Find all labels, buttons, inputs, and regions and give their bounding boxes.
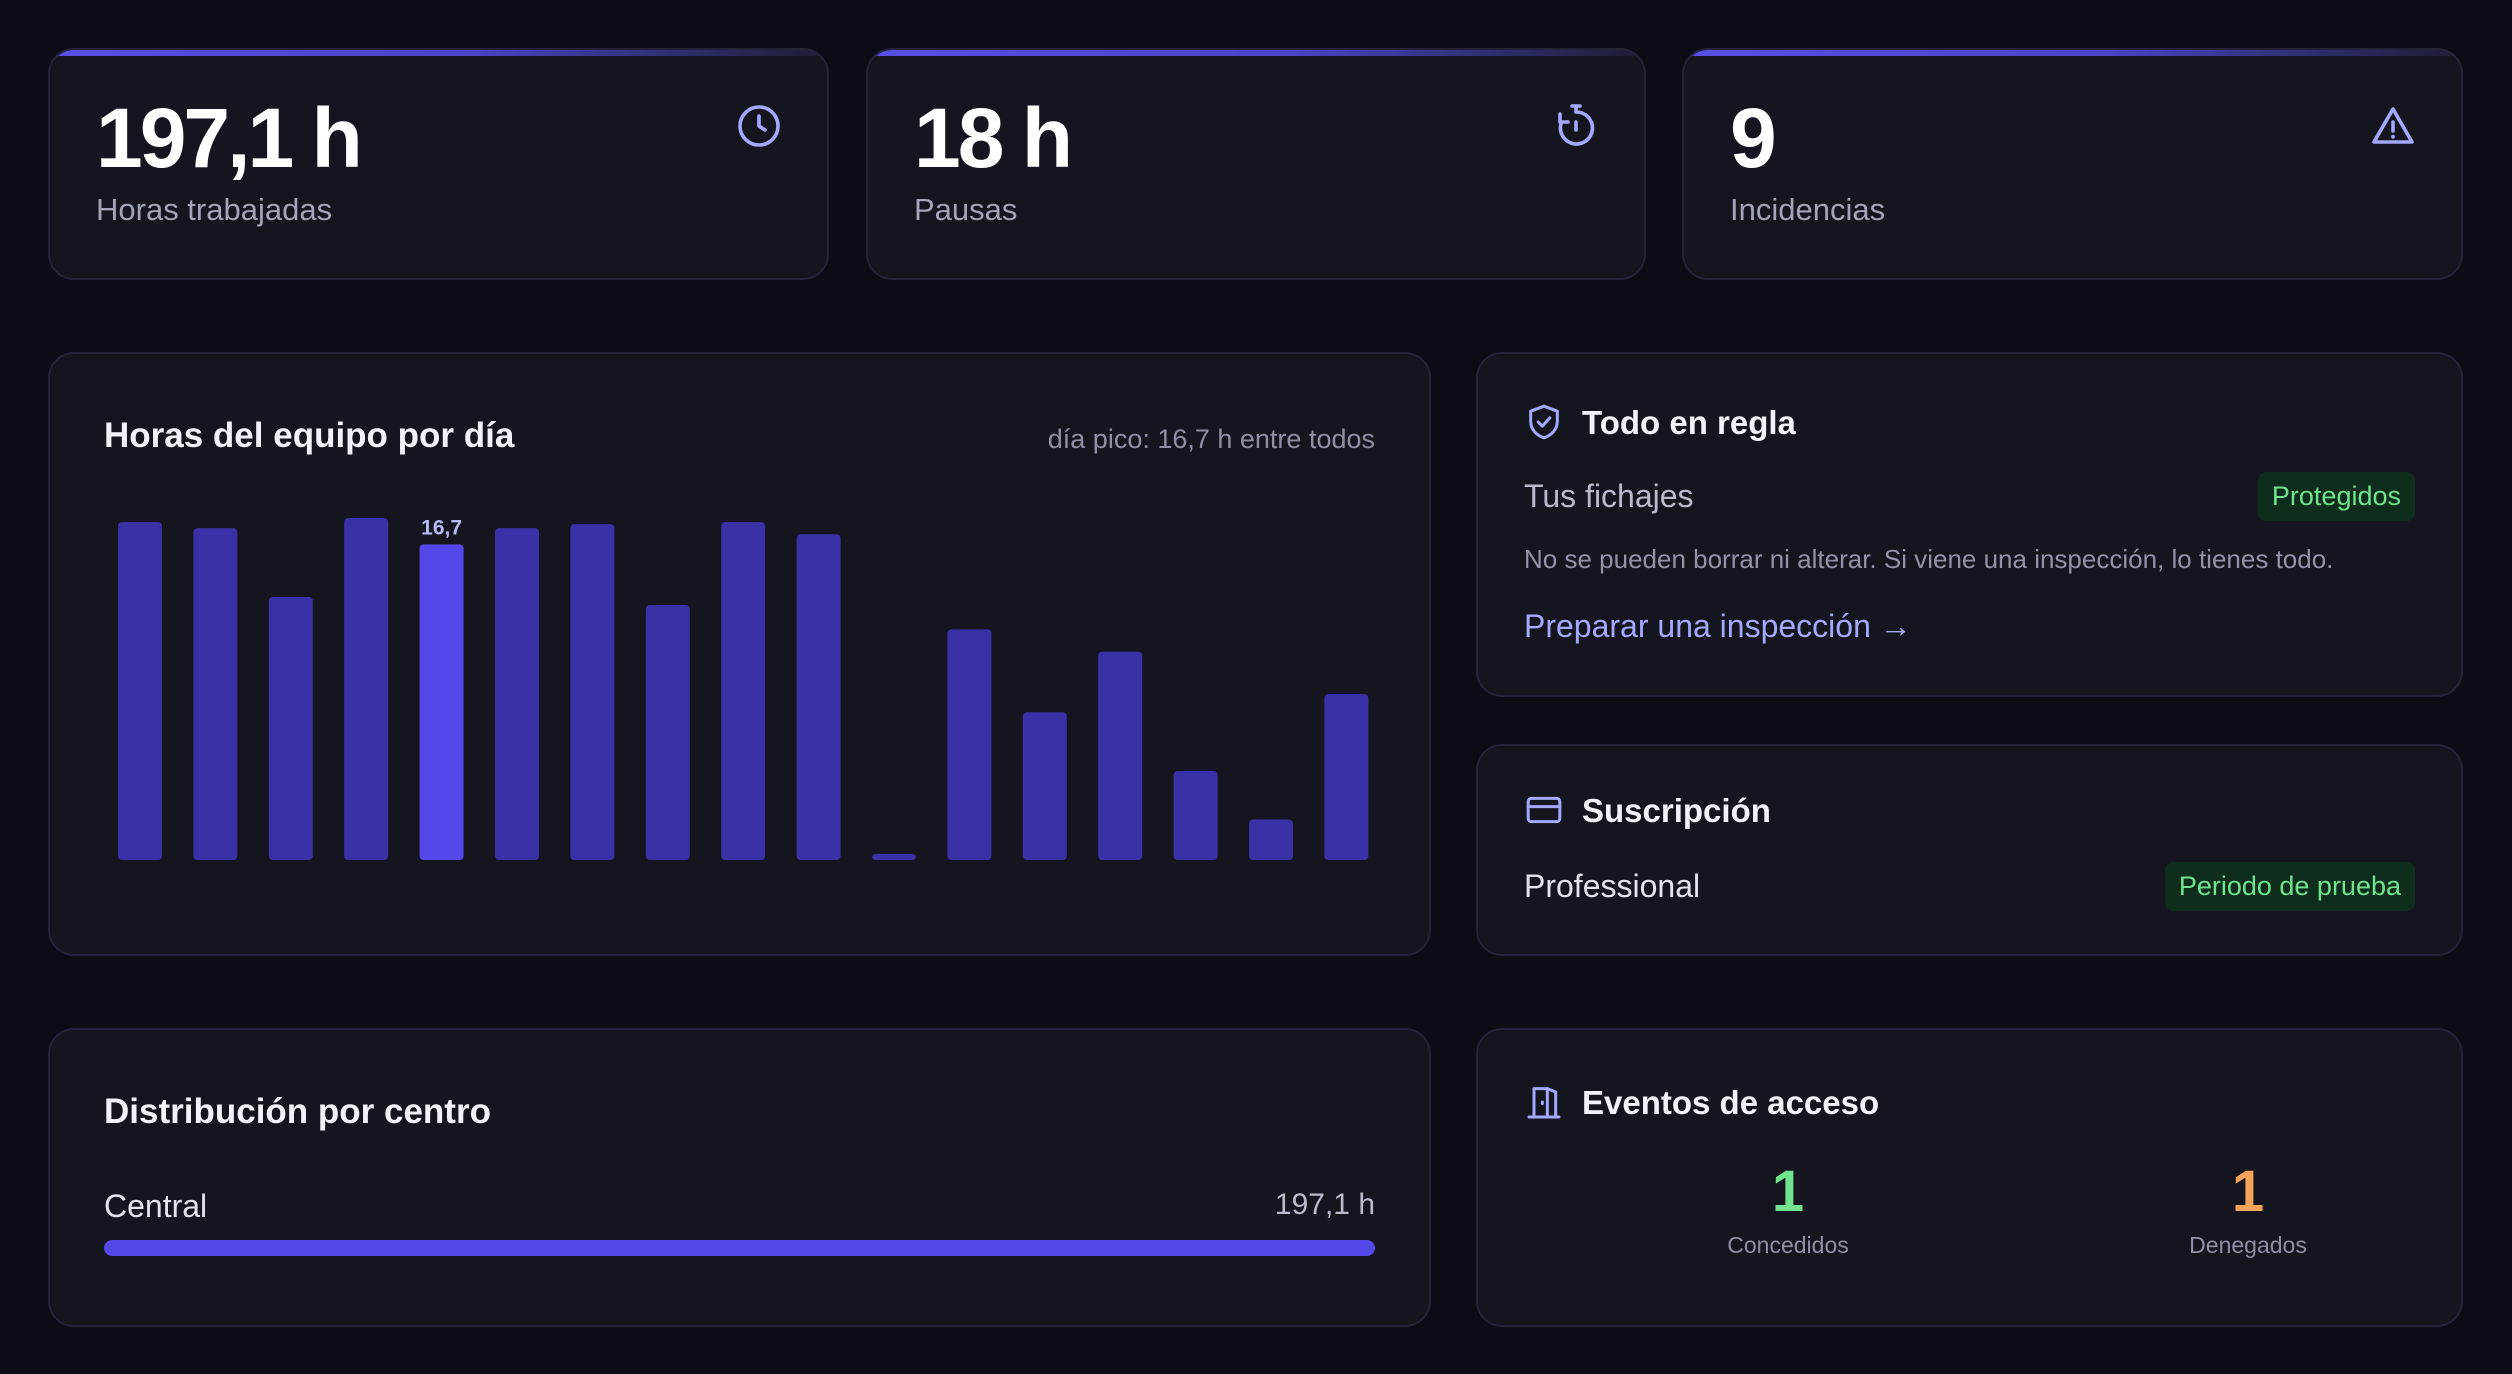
stat-value: 197,1 h <box>96 91 363 185</box>
trial-badge: Periodo de prueba <box>2164 862 2415 911</box>
access-events-card: Eventos de acceso 1 Concedidos 1 Denegad… <box>1476 1028 2463 1327</box>
plan-name: Professional <box>1524 868 1701 904</box>
hours-bar-chart: 16,7 <box>118 516 1369 860</box>
distribution-card: Distribución por centro Central 197,1 h <box>48 1028 1431 1327</box>
timer-icon <box>1558 104 1595 146</box>
stat-value: 18 h <box>914 91 1073 185</box>
day-bar[interactable] <box>570 524 615 860</box>
peak-bar-label: 16,7 <box>421 516 462 539</box>
shield-check-icon <box>1529 404 1559 440</box>
compliance-title: Todo en regla <box>1582 404 1796 441</box>
center-name: Central <box>104 1188 208 1224</box>
distribution-title: Distribución por centro <box>104 1092 491 1131</box>
granted-column: 1 Concedidos <box>1658 1160 1918 1259</box>
day-bar[interactable] <box>1022 712 1067 860</box>
day-bar[interactable] <box>645 605 690 860</box>
door-icon <box>1527 1087 1561 1119</box>
day-bar[interactable] <box>947 629 992 860</box>
denied-column: 1 Denegados <box>2118 1160 2378 1259</box>
stat-label: Pausas <box>914 192 1018 227</box>
day-bar[interactable] <box>193 528 238 860</box>
day-bar[interactable] <box>1324 694 1369 860</box>
chart-title: Horas del equipo por día <box>104 416 515 455</box>
stat-accent-bar <box>868 50 1644 56</box>
protected-badge: Protegidos <box>2257 472 2415 521</box>
stat-accent-bar <box>50 50 827 56</box>
hours-chart-card: Horas del equipo por día día pico: 16,7 … <box>48 352 1431 956</box>
granted-count: 1 <box>1771 1159 1805 1224</box>
day-bar[interactable] <box>721 522 766 860</box>
credit-card-icon <box>1526 796 1562 824</box>
day-bar[interactable] <box>118 522 162 860</box>
day-bar[interactable] <box>419 544 464 860</box>
day-bar[interactable] <box>1098 651 1143 860</box>
compliance-description: No se pueden borrar ni alterar. Si viene… <box>1524 544 2334 574</box>
warning-icon <box>2372 107 2414 144</box>
subscription-card: Suscripción Professional Periodo de prue… <box>1476 744 2463 956</box>
compliance-card: Todo en regla Tus fichajes Protegidos No… <box>1476 352 2463 697</box>
stat-label: Incidencias <box>1730 192 1886 227</box>
day-bar[interactable] <box>1249 819 1293 860</box>
day-bar[interactable] <box>495 528 539 860</box>
day-bar[interactable] <box>268 596 313 860</box>
denied-label: Denegados <box>2189 1231 2307 1258</box>
day-bar[interactable] <box>796 534 841 860</box>
day-bar[interactable] <box>1173 770 1218 860</box>
stat-value: 9 <box>1730 91 1777 185</box>
stat-card-breaks: 18 h Pausas <box>866 48 1646 280</box>
access-title: Eventos de acceso <box>1582 1084 1880 1121</box>
clock-icon <box>738 105 780 147</box>
prepare-inspection-link[interactable]: Preparar una inspección → <box>1524 608 1912 644</box>
center-progress-track <box>104 1240 1375 1256</box>
day-bar[interactable] <box>344 518 389 860</box>
day-bar[interactable] <box>872 853 916 860</box>
stat-card-incidents: 9 Incidencias <box>1682 48 2463 280</box>
chart-peak-note: día pico: 16,7 h entre todos <box>1047 424 1375 454</box>
records-label: Tus fichajes <box>1524 478 1694 514</box>
subscription-title: Suscripción <box>1582 792 1771 829</box>
denied-count: 1 <box>2231 1159 2265 1224</box>
center-progress-fill <box>104 1240 1375 1256</box>
stat-label: Horas trabajadas <box>96 192 333 227</box>
stat-accent-bar <box>1684 50 2461 56</box>
stat-card-hours: 197,1 h Horas trabajadas <box>48 48 829 280</box>
center-hours: 197,1 h <box>1274 1188 1375 1221</box>
granted-label: Concedidos <box>1727 1231 1849 1258</box>
